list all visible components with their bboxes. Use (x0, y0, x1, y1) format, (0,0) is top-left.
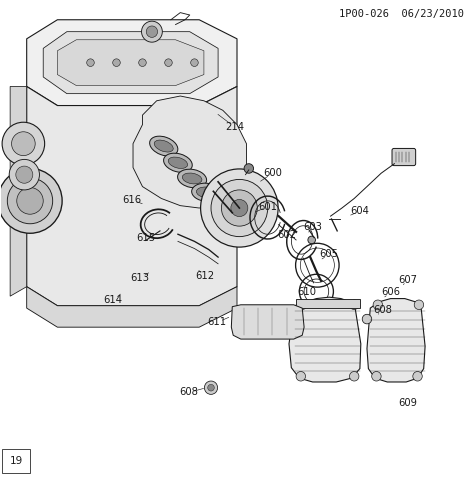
Circle shape (164, 59, 172, 66)
Ellipse shape (182, 173, 202, 184)
Text: 608: 608 (373, 304, 392, 315)
Circle shape (113, 59, 120, 66)
Polygon shape (27, 87, 237, 306)
Text: 605: 605 (319, 249, 338, 259)
Circle shape (414, 300, 424, 310)
Circle shape (373, 300, 383, 310)
Text: 1P00-026  06/23/2010: 1P00-026 06/23/2010 (339, 9, 464, 19)
Text: 611: 611 (208, 317, 227, 327)
Circle shape (349, 371, 359, 381)
Circle shape (146, 26, 157, 37)
Text: 614: 614 (104, 295, 123, 305)
Circle shape (201, 169, 278, 247)
Circle shape (221, 190, 257, 226)
Text: 600: 600 (263, 168, 282, 178)
Circle shape (142, 21, 162, 42)
Polygon shape (57, 40, 204, 86)
Circle shape (11, 132, 35, 156)
Polygon shape (231, 305, 304, 339)
Circle shape (211, 179, 268, 237)
Text: 602: 602 (277, 230, 296, 240)
Circle shape (372, 371, 381, 381)
Circle shape (2, 122, 45, 165)
Circle shape (308, 236, 316, 244)
Circle shape (231, 199, 248, 217)
Ellipse shape (150, 136, 178, 156)
Polygon shape (43, 32, 218, 94)
Text: 609: 609 (399, 399, 418, 408)
Circle shape (298, 300, 307, 310)
Ellipse shape (178, 169, 207, 188)
Text: 608: 608 (179, 388, 198, 398)
Text: 612: 612 (195, 271, 214, 281)
Text: 606: 606 (381, 287, 400, 297)
Text: 604: 604 (350, 206, 369, 217)
Polygon shape (133, 96, 246, 208)
Circle shape (349, 300, 359, 310)
Circle shape (9, 159, 39, 190)
Ellipse shape (164, 153, 192, 172)
Text: 613: 613 (131, 273, 150, 283)
Polygon shape (289, 297, 361, 382)
Text: 19: 19 (9, 456, 23, 466)
Circle shape (7, 178, 53, 224)
Text: 601: 601 (258, 202, 277, 212)
Text: 616: 616 (122, 195, 142, 205)
Text: 607: 607 (399, 274, 418, 284)
Circle shape (16, 166, 33, 183)
Circle shape (0, 168, 62, 233)
Circle shape (208, 384, 214, 391)
Polygon shape (367, 299, 425, 382)
FancyBboxPatch shape (392, 149, 416, 165)
Polygon shape (27, 287, 237, 327)
Circle shape (413, 371, 422, 381)
Circle shape (296, 371, 306, 381)
Polygon shape (27, 20, 237, 106)
Ellipse shape (196, 187, 216, 197)
Polygon shape (10, 87, 27, 296)
Ellipse shape (168, 157, 188, 168)
Polygon shape (296, 299, 360, 308)
Circle shape (87, 59, 94, 66)
Circle shape (139, 59, 146, 66)
Text: 610: 610 (298, 287, 317, 297)
Circle shape (17, 187, 43, 214)
Text: 603: 603 (303, 222, 322, 232)
Circle shape (244, 163, 254, 173)
Text: 214: 214 (225, 122, 244, 132)
Circle shape (191, 59, 198, 66)
Circle shape (362, 315, 372, 324)
Text: 615: 615 (137, 233, 156, 243)
Circle shape (204, 381, 218, 394)
Ellipse shape (191, 183, 221, 201)
Ellipse shape (154, 140, 173, 152)
